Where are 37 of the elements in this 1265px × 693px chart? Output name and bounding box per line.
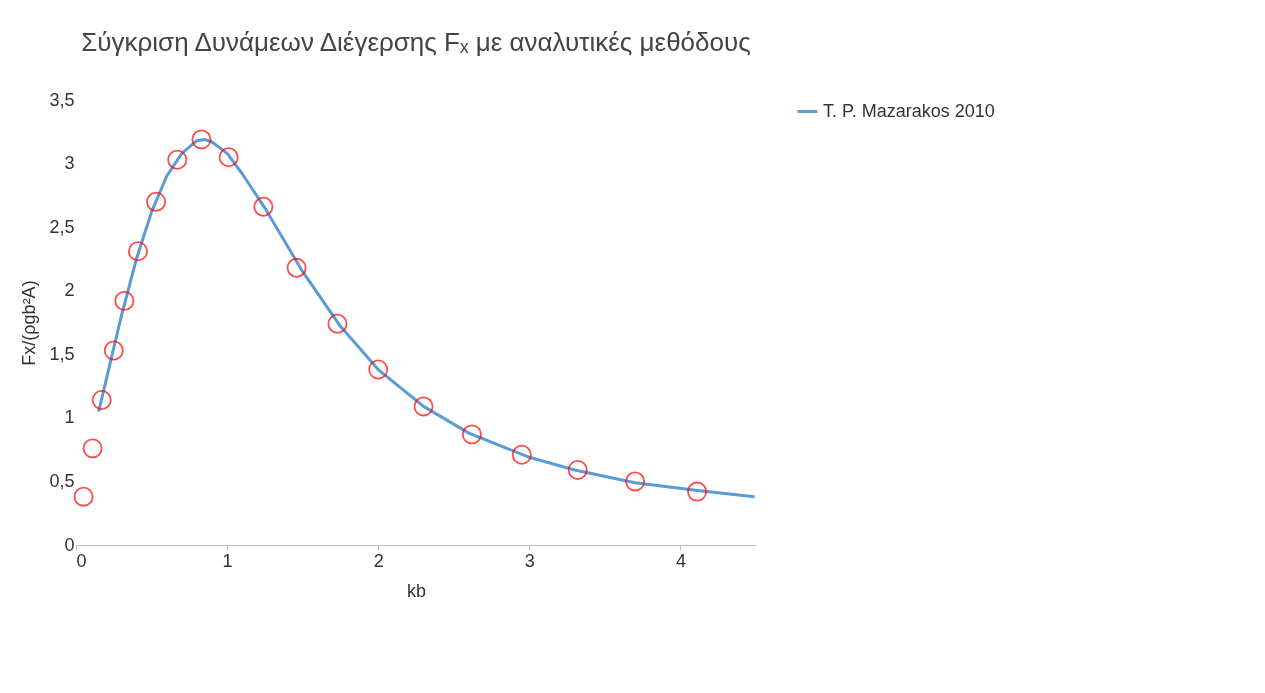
y-tick-label: 0	[64, 534, 75, 555]
point	[511, 444, 532, 465]
point	[91, 390, 112, 411]
point	[687, 481, 708, 502]
point	[103, 340, 124, 361]
point	[167, 149, 188, 170]
y-tick-label: 3	[64, 153, 75, 174]
x-tick-label: 2	[373, 550, 384, 571]
legend-label: T. P. Mazarakos 2010	[823, 100, 995, 121]
point	[218, 147, 239, 168]
x-tick-label: 1	[222, 550, 233, 571]
y-tick-label: 3,5	[49, 89, 75, 110]
point	[567, 460, 588, 480]
y-tick-label: 2	[64, 280, 75, 301]
y-axis-title: Fx/(ρgb²A)	[19, 280, 40, 366]
point	[368, 359, 389, 380]
point	[327, 313, 348, 334]
y-tick-label: 2,5	[49, 216, 75, 237]
line-series	[97, 137, 756, 499]
y-tick-label: 0,5	[49, 470, 75, 491]
x-axis-title: kb	[406, 580, 427, 601]
point	[146, 191, 167, 212]
point	[82, 438, 103, 459]
x-tick-label: 3	[524, 550, 535, 571]
point	[286, 257, 307, 278]
point	[253, 196, 274, 217]
point	[127, 241, 148, 262]
point	[413, 396, 434, 417]
y-tick-label: 1,5	[49, 343, 75, 364]
point	[73, 486, 94, 507]
point	[461, 424, 482, 445]
point	[625, 471, 646, 492]
point	[191, 129, 212, 150]
y-tick-label: 1	[64, 407, 75, 428]
point	[114, 290, 135, 311]
x-tick-label: 4	[675, 550, 686, 571]
chart-title: Σύγκριση Δυνάμεων Διέγερσης Fₓ με αναλυτικές μεθόδους	[81, 27, 751, 57]
